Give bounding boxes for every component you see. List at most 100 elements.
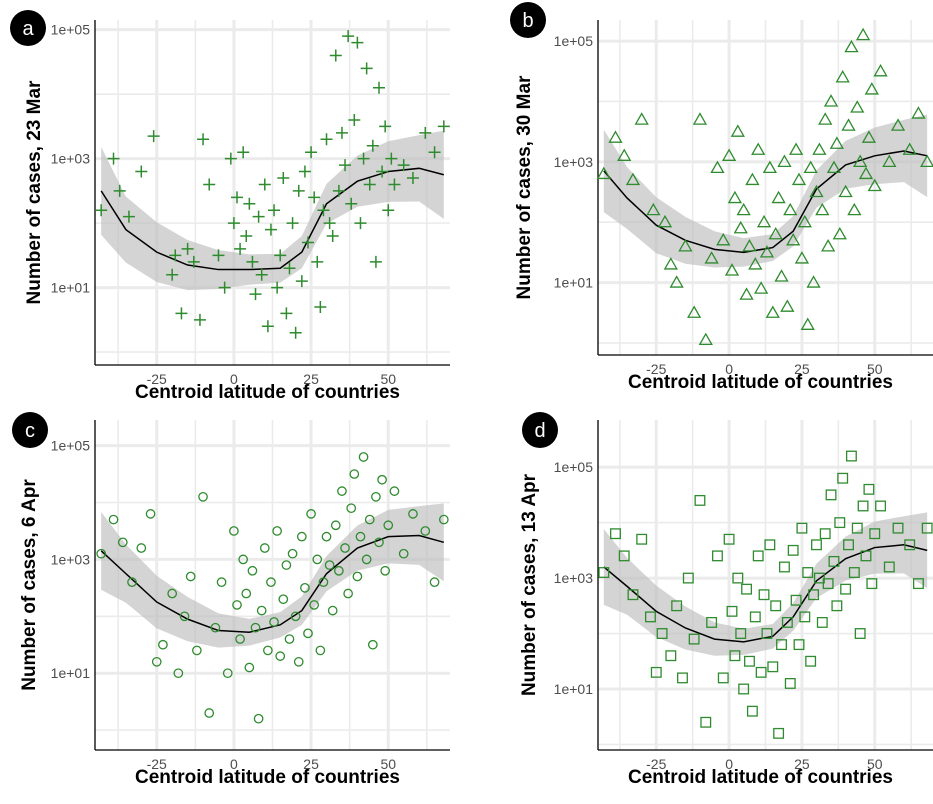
data-point bbox=[717, 672, 729, 684]
data-point bbox=[345, 197, 358, 210]
data-point bbox=[289, 326, 302, 339]
data-point bbox=[739, 287, 754, 300]
data-point bbox=[912, 578, 924, 590]
data-point bbox=[371, 491, 381, 502]
data-point bbox=[278, 594, 289, 605]
data-point bbox=[253, 713, 264, 724]
data-point bbox=[117, 537, 128, 548]
data-point bbox=[175, 307, 188, 320]
data-point bbox=[352, 571, 363, 582]
data-point bbox=[834, 517, 846, 529]
y-tick-label: 1e+01 bbox=[51, 665, 91, 681]
data-point bbox=[259, 543, 270, 553]
data-point bbox=[204, 708, 215, 718]
data-point bbox=[351, 36, 364, 49]
y-axis-label: Number of cases, 23 Mar bbox=[24, 80, 45, 304]
data-point bbox=[429, 577, 440, 588]
data-point bbox=[794, 251, 810, 264]
data-point bbox=[821, 239, 836, 252]
data-point bbox=[337, 486, 347, 496]
data-point bbox=[826, 160, 842, 174]
x-tick-label: -25 bbox=[147, 756, 167, 772]
data-point bbox=[736, 202, 751, 216]
panel-b: -25 0 25 50 1e+01 1e+03 1e+05 Centroid latitude… bbox=[510, 2, 933, 393]
data-point bbox=[646, 202, 661, 216]
data-point bbox=[756, 214, 772, 228]
y-axis-label: Number of cases, 6 Apr bbox=[19, 479, 40, 691]
data-point bbox=[808, 589, 820, 601]
data-point bbox=[309, 600, 320, 610]
data-point bbox=[349, 469, 360, 479]
data-point bbox=[420, 526, 431, 536]
data-point bbox=[726, 605, 738, 617]
data-point bbox=[727, 190, 743, 204]
data-point bbox=[147, 130, 160, 143]
data-point bbox=[192, 645, 202, 656]
data-point bbox=[379, 120, 392, 133]
y-axis-label: Number of cases, 30 Mar bbox=[514, 75, 535, 299]
x-tick-label: -25 bbox=[646, 361, 666, 377]
data-point bbox=[745, 172, 760, 186]
panel-badge-label: a bbox=[22, 18, 34, 40]
data-point bbox=[241, 588, 252, 599]
data-point bbox=[383, 520, 394, 531]
data-point bbox=[358, 452, 369, 462]
data-point bbox=[780, 299, 795, 312]
data-point bbox=[730, 124, 745, 137]
data-point bbox=[275, 651, 286, 661]
data-point bbox=[179, 611, 190, 622]
data-point bbox=[348, 113, 361, 126]
data-point bbox=[873, 63, 888, 77]
data-point bbox=[306, 509, 316, 519]
data-point bbox=[823, 94, 839, 107]
data-point bbox=[751, 142, 766, 155]
data-point bbox=[232, 600, 242, 610]
data-point bbox=[135, 165, 148, 178]
data-point bbox=[770, 600, 782, 612]
data-point bbox=[723, 533, 735, 545]
data-point bbox=[831, 600, 843, 612]
data-point bbox=[816, 616, 828, 628]
data-point bbox=[326, 230, 339, 243]
panel-c: -25 0 25 50 1e+01 1e+03 1e+05 Centroid latitude… bbox=[12, 412, 450, 788]
data-point bbox=[644, 611, 656, 623]
data-point bbox=[778, 561, 790, 573]
y-tick-label: 1e+03 bbox=[554, 570, 594, 586]
confidence-band bbox=[101, 503, 444, 648]
data-point bbox=[749, 611, 761, 623]
data-point bbox=[890, 118, 906, 131]
data-point bbox=[281, 560, 292, 570]
x-tick-label: 0 bbox=[725, 361, 733, 377]
y-tick-label: 1e+01 bbox=[554, 275, 594, 291]
data-point bbox=[764, 539, 776, 551]
data-point bbox=[665, 650, 677, 662]
data-point bbox=[357, 152, 370, 165]
data-point bbox=[317, 204, 330, 217]
data-point bbox=[203, 178, 216, 191]
data-point bbox=[759, 245, 775, 258]
data-point bbox=[408, 509, 418, 519]
data-point bbox=[339, 159, 352, 172]
panel-badge bbox=[10, 10, 46, 46]
data-point bbox=[249, 288, 262, 301]
data-point bbox=[303, 628, 313, 639]
data-point bbox=[127, 577, 137, 588]
data-point bbox=[366, 139, 379, 152]
data-point bbox=[773, 727, 785, 739]
data-point bbox=[334, 565, 344, 576]
data-point bbox=[682, 572, 694, 584]
panel-badge-label: c bbox=[25, 420, 35, 442]
data-point bbox=[825, 489, 837, 501]
data-point bbox=[250, 622, 261, 633]
data-point bbox=[389, 486, 400, 496]
data-point bbox=[330, 520, 341, 531]
data-point bbox=[198, 491, 208, 502]
data-point bbox=[364, 514, 375, 525]
data-point bbox=[136, 543, 147, 553]
data-point bbox=[716, 233, 731, 246]
trend-line bbox=[603, 544, 928, 643]
data-point bbox=[625, 172, 641, 186]
data-point bbox=[847, 202, 862, 216]
data-point bbox=[369, 255, 382, 268]
data-point bbox=[706, 616, 718, 628]
